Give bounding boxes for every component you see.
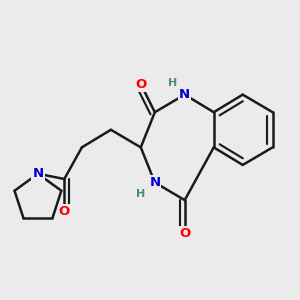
Text: N: N [32,167,44,180]
Text: H: H [168,78,177,88]
Text: N: N [179,88,190,101]
Text: O: O [135,78,146,91]
Text: O: O [179,227,190,240]
Text: O: O [59,205,70,218]
Text: N: N [149,176,161,189]
Text: H: H [136,189,146,199]
